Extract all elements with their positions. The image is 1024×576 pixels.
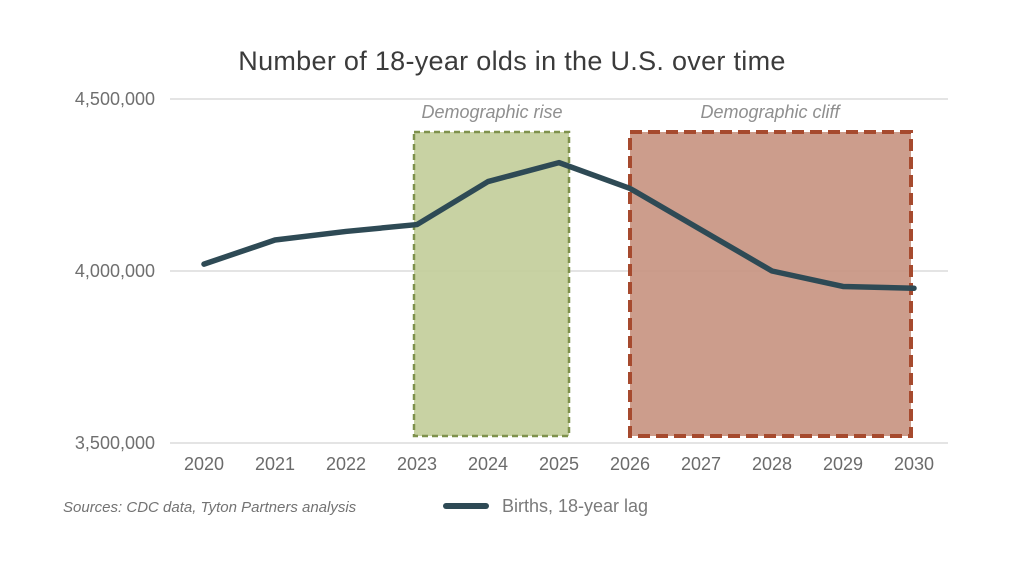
y-tick-label: 4,000,000 <box>74 261 155 281</box>
x-tick-label: 2024 <box>467 454 509 474</box>
x-tick-label: 2022 <box>325 454 367 474</box>
legend-label: Births, 18-year lag <box>502 496 649 516</box>
sources-note: Sources: CDC data, Tyton Partners analys… <box>63 499 357 516</box>
x-tick-label: 2029 <box>822 454 864 474</box>
x-tick-label: 2025 <box>538 454 580 474</box>
annotation-demographic-cliff: Demographic cliff <box>700 102 840 122</box>
x-tick-label: 2020 <box>183 454 225 474</box>
chart-title: Number of 18-year olds in the U.S. over … <box>238 46 786 76</box>
x-tick-label: 2030 <box>893 454 935 474</box>
legend: Births, 18-year lag <box>443 495 648 517</box>
region-demographic-rise <box>412 130 571 438</box>
y-tick-label: 3,500,000 <box>74 433 155 453</box>
y-tick-label: 4,500,000 <box>74 89 155 109</box>
annotation-demographic-rise: Demographic rise <box>421 102 563 122</box>
births-line-series <box>201 159 917 291</box>
x-tick-label: 2023 <box>396 454 438 474</box>
x-tick-label: 2026 <box>609 454 651 474</box>
x-tick-label: 2021 <box>254 454 296 474</box>
region-demographic-cliff <box>628 130 913 438</box>
x-tick-label: 2028 <box>751 454 793 474</box>
legend-line-swatch <box>443 503 489 509</box>
x-tick-label: 2027 <box>680 454 722 474</box>
